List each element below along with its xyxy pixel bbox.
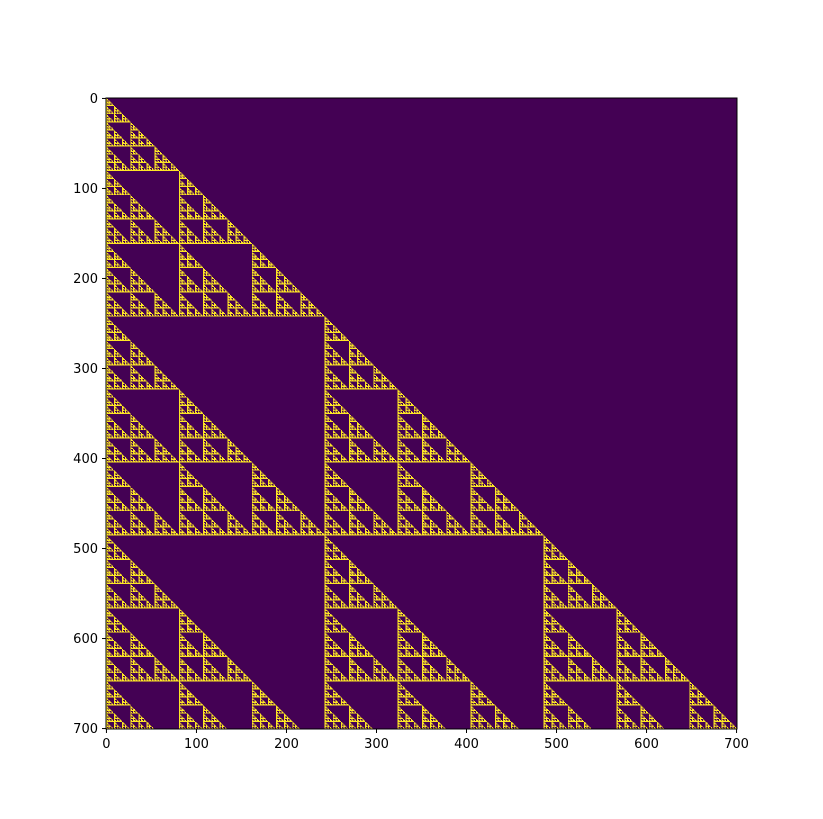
y-tick-label: 500 <box>73 542 98 557</box>
x-tick-label: 100 <box>184 737 209 752</box>
y-tick-label: 700 <box>73 722 98 737</box>
x-axis: 0 100 200 300 400 500 600 700 <box>102 729 749 752</box>
y-tick-label: 200 <box>73 272 98 287</box>
heatmap-image <box>106 98 737 729</box>
x-tick-label: 300 <box>364 737 389 752</box>
y-tick-label: 100 <box>73 182 98 197</box>
x-tick-label: 600 <box>634 737 659 752</box>
x-tick-label: 500 <box>544 737 569 752</box>
x-tick-label: 700 <box>724 737 749 752</box>
plot-area <box>106 98 737 729</box>
y-axis: 0 100 200 300 400 500 600 700 <box>73 92 106 737</box>
y-tick-label: 300 <box>73 362 98 377</box>
y-tick-label: 600 <box>73 632 98 647</box>
heatmap-image-holder <box>106 98 737 729</box>
x-tick-label: 0 <box>102 737 110 752</box>
y-tick-label: 0 <box>90 92 98 107</box>
y-tick-label: 400 <box>73 452 98 467</box>
x-tick-label: 200 <box>274 737 299 752</box>
x-tick-label: 400 <box>454 737 479 752</box>
